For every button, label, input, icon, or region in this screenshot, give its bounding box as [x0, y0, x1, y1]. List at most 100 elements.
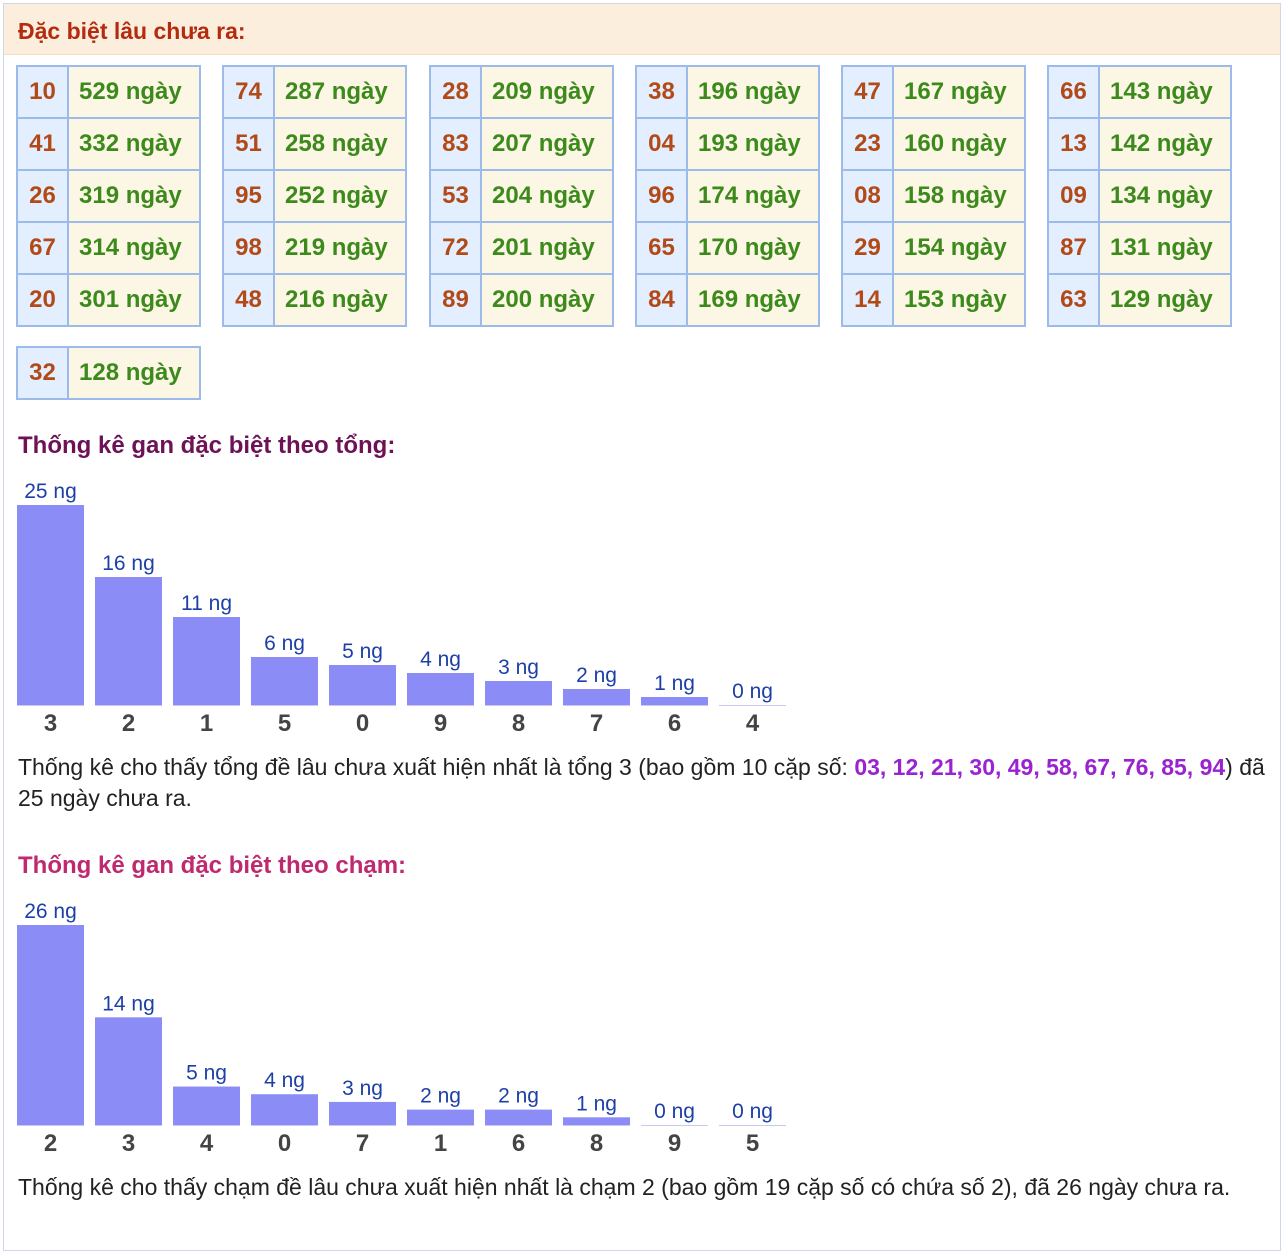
bar-value-label: 25 ng: [24, 480, 77, 503]
pair-number: 63: [1049, 275, 1098, 325]
pair-number: 95: [224, 171, 273, 221]
bar-value-label: 0 ng: [654, 1100, 695, 1123]
bar: [251, 1094, 318, 1125]
x-tick-label: 3: [44, 710, 57, 737]
pair-number: 65: [637, 223, 686, 273]
days-count: 170 ngày: [688, 223, 818, 273]
days-count: 193 ngày: [688, 119, 818, 169]
x-tick-label: 1: [200, 710, 213, 737]
days-count: 301 ngày: [69, 275, 199, 325]
gan-panel: Đặc biệt lâu chưa ra: 10 529 ngày 41 332 ng…: [3, 3, 1281, 1251]
header-title: Đặc biệt lâu chưa ra:: [18, 18, 246, 44]
table-row: 04 193 ngày: [637, 119, 818, 169]
x-tick-label: 6: [512, 1130, 525, 1157]
table-row: 96 174 ngày: [637, 171, 818, 221]
table-row: 13 142 ngày: [1049, 119, 1230, 169]
days-count: 314 ngày: [69, 223, 199, 273]
bar: [329, 665, 396, 705]
pair-number: 28: [431, 67, 480, 117]
bar-value-label: 16 ng: [102, 552, 155, 575]
days-count: 143 ngày: [1100, 67, 1230, 117]
pair-number: 67: [18, 223, 67, 273]
days-count: 204 ngày: [482, 171, 612, 221]
pair-number: 09: [1049, 171, 1098, 221]
tong-summary-before: Thống kê cho thấy tổng đề lâu chưa xuất …: [18, 754, 855, 780]
bar-value-label: 1 ng: [654, 672, 695, 695]
bar-value-label: 3 ng: [342, 1077, 383, 1100]
x-tick-label: 7: [356, 1130, 369, 1157]
cham-bar-chart: 26 ng 2 14 ng 3 5 ng 4 4 ng 0 3 ng 7 2 ng 1 2 ng 6 1 n…: [17, 900, 786, 1157]
gan-table: 10 529 ngày 41 332 ngày 26 319 ngày 67 314 ngày…: [16, 65, 201, 327]
table-row: 41 332 ngày: [18, 119, 199, 169]
bar-value-label: 2 ng: [498, 1085, 539, 1108]
table-row: 38 196 ngày: [637, 67, 818, 117]
x-tick-label: 2: [122, 710, 135, 737]
pair-number: 53: [431, 171, 480, 221]
days-count: 169 ngày: [688, 275, 818, 325]
table-row: 10 529 ngày: [18, 67, 199, 117]
bar: [407, 673, 474, 705]
bar-value-label: 11 ng: [181, 592, 232, 615]
x-tick-label: 9: [434, 710, 447, 737]
pair-number: 04: [637, 119, 686, 169]
days-count: 319 ngày: [69, 171, 199, 221]
bar-value-label: 6 ng: [264, 632, 305, 655]
days-count: 154 ngày: [894, 223, 1024, 273]
table-row: 63 129 ngày: [1049, 275, 1230, 325]
bar-value-label: 1 ng: [576, 1092, 617, 1115]
table-row: 48 216 ngày: [224, 275, 405, 325]
days-count: 142 ngày: [1100, 119, 1230, 169]
cham-summary: Thống kê cho thấy chạm đề lâu chưa xuất …: [18, 1174, 1231, 1200]
table-row: 74 287 ngày: [224, 67, 405, 117]
table-row: 53 204 ngày: [431, 171, 612, 221]
pair-number: 29: [843, 223, 892, 273]
table-row: 67 314 ngày: [18, 223, 199, 273]
bar-value-label: 5 ng: [342, 640, 383, 663]
table-row: 29 154 ngày: [843, 223, 1024, 273]
days-count: 131 ngày: [1100, 223, 1230, 273]
bar: [485, 681, 552, 705]
bar: [173, 1086, 240, 1125]
table-row: 84 169 ngày: [637, 275, 818, 325]
pair-number: 38: [637, 67, 686, 117]
pair-number: 72: [431, 223, 480, 273]
table-row: 23 160 ngày: [843, 119, 1024, 169]
bar-value-label: 26 ng: [24, 900, 77, 923]
days-count: 160 ngày: [894, 119, 1024, 169]
days-count: 287 ngày: [275, 67, 405, 117]
pair-number: 98: [224, 223, 273, 273]
days-count: 201 ngày: [482, 223, 612, 273]
pair-number: 87: [1049, 223, 1098, 273]
tong-summary: Thống kê cho thấy tổng đề lâu chưa xuất …: [18, 752, 1268, 814]
bar: [407, 1109, 474, 1125]
pair-number: 13: [1049, 119, 1098, 169]
bar: [17, 925, 84, 1125]
bar: [563, 1117, 630, 1125]
days-count: 207 ngày: [482, 119, 612, 169]
x-tick-label: 4: [200, 1130, 214, 1157]
bar-value-label: 2 ng: [576, 664, 617, 687]
table-row: 26 319 ngày: [18, 171, 199, 221]
days-count: 196 ngày: [688, 67, 818, 117]
table-row: 95 252 ngày: [224, 171, 405, 221]
bar: [173, 617, 240, 705]
x-tick-label: 5: [746, 1130, 759, 1157]
pair-number: 20: [18, 275, 67, 325]
pair-number: 08: [843, 171, 892, 221]
x-tick-label: 7: [590, 710, 603, 737]
x-tick-label: 1: [434, 1130, 447, 1157]
bar-value-label: 0 ng: [732, 1100, 773, 1123]
table-row: 98 219 ngày: [224, 223, 405, 273]
days-count: 174 ngày: [688, 171, 818, 221]
pair-number: 51: [224, 119, 273, 169]
table-row: 66 143 ngày: [1049, 67, 1230, 117]
bar-value-label: 5 ng: [186, 1062, 227, 1085]
pair-number: 10: [18, 67, 67, 117]
pair-number: 32: [18, 348, 67, 398]
x-tick-label: 4: [746, 710, 760, 737]
days-count: 252 ngày: [275, 171, 405, 221]
days-count: 219 ngày: [275, 223, 405, 273]
table-row: 87 131 ngày: [1049, 223, 1230, 273]
pair-number: 83: [431, 119, 480, 169]
